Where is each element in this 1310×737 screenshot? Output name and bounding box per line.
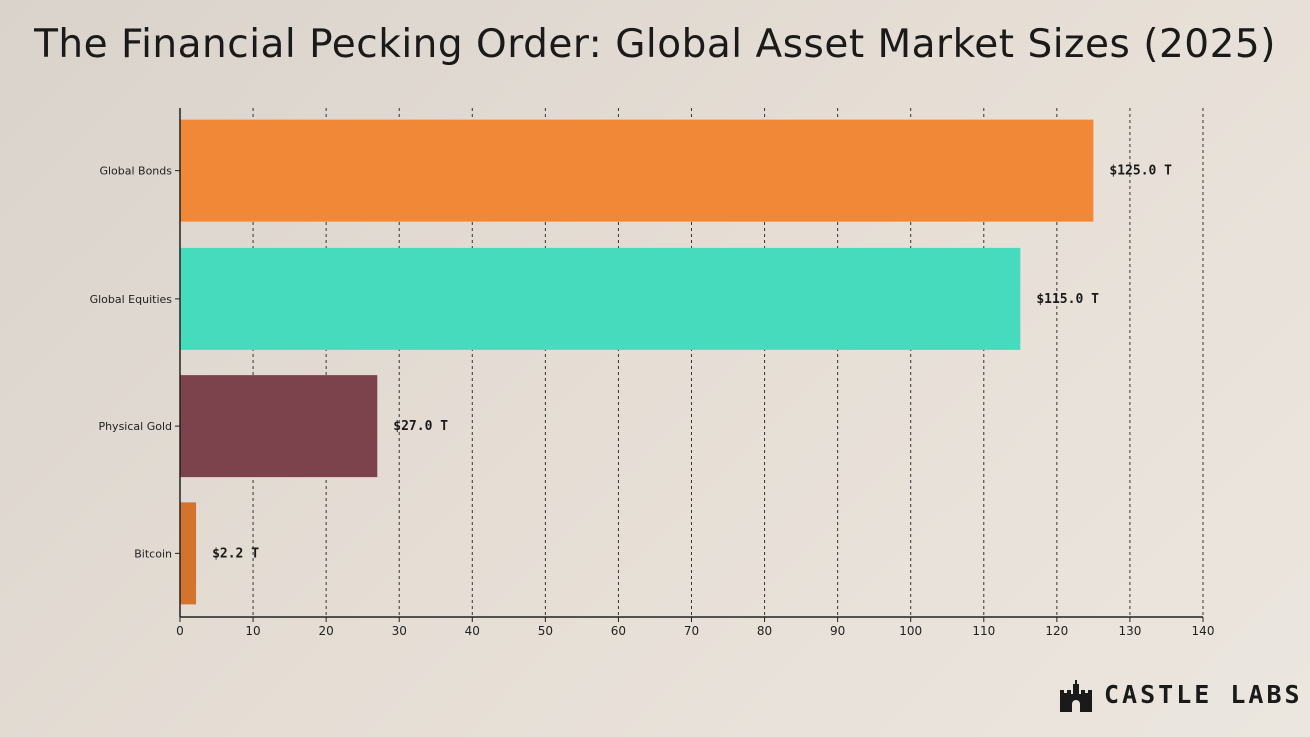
y-tick-label: Global Equities [90,293,173,306]
x-tick-label: 10 [245,624,260,638]
x-tick-label: 60 [611,624,626,638]
brand-logo: CASTLE LABS [1058,676,1303,712]
y-tick-label: Bitcoin [134,547,172,560]
data-label: $115.0 T [1036,292,1099,307]
data-label: $27.0 T [393,419,448,434]
x-tick-label: 130 [1118,624,1141,638]
bar-global-equities [180,247,1021,350]
bar-bitcoin [180,502,197,605]
chart-title: The Financial Pecking Order: Global Asse… [34,22,1276,67]
x-tick-label: 110 [972,624,995,638]
x-tick-label: 100 [899,624,922,638]
x-tick-label: 50 [538,624,553,638]
brand-name: CASTLE LABS [1104,679,1303,709]
x-tick-label: 120 [1045,624,1068,638]
bar-physical-gold [180,375,378,478]
data-label: $2.2 T [212,546,259,561]
x-tick-label: 80 [757,624,772,638]
castle-icon [1060,680,1092,712]
x-tick-label: 140 [1192,624,1215,638]
y-tick-label: Physical Gold [98,420,172,433]
x-tick-label: 40 [465,624,480,638]
x-tick-label: 30 [392,624,407,638]
x-tick-label: 90 [830,624,845,638]
x-tick-label: 20 [319,624,334,638]
x-tick-label: 70 [684,624,699,638]
x-tick-label: 0 [176,624,184,638]
y-tick-label: Global Bonds [99,165,172,178]
bar-global-bonds [180,119,1094,222]
data-label: $125.0 T [1109,164,1172,179]
